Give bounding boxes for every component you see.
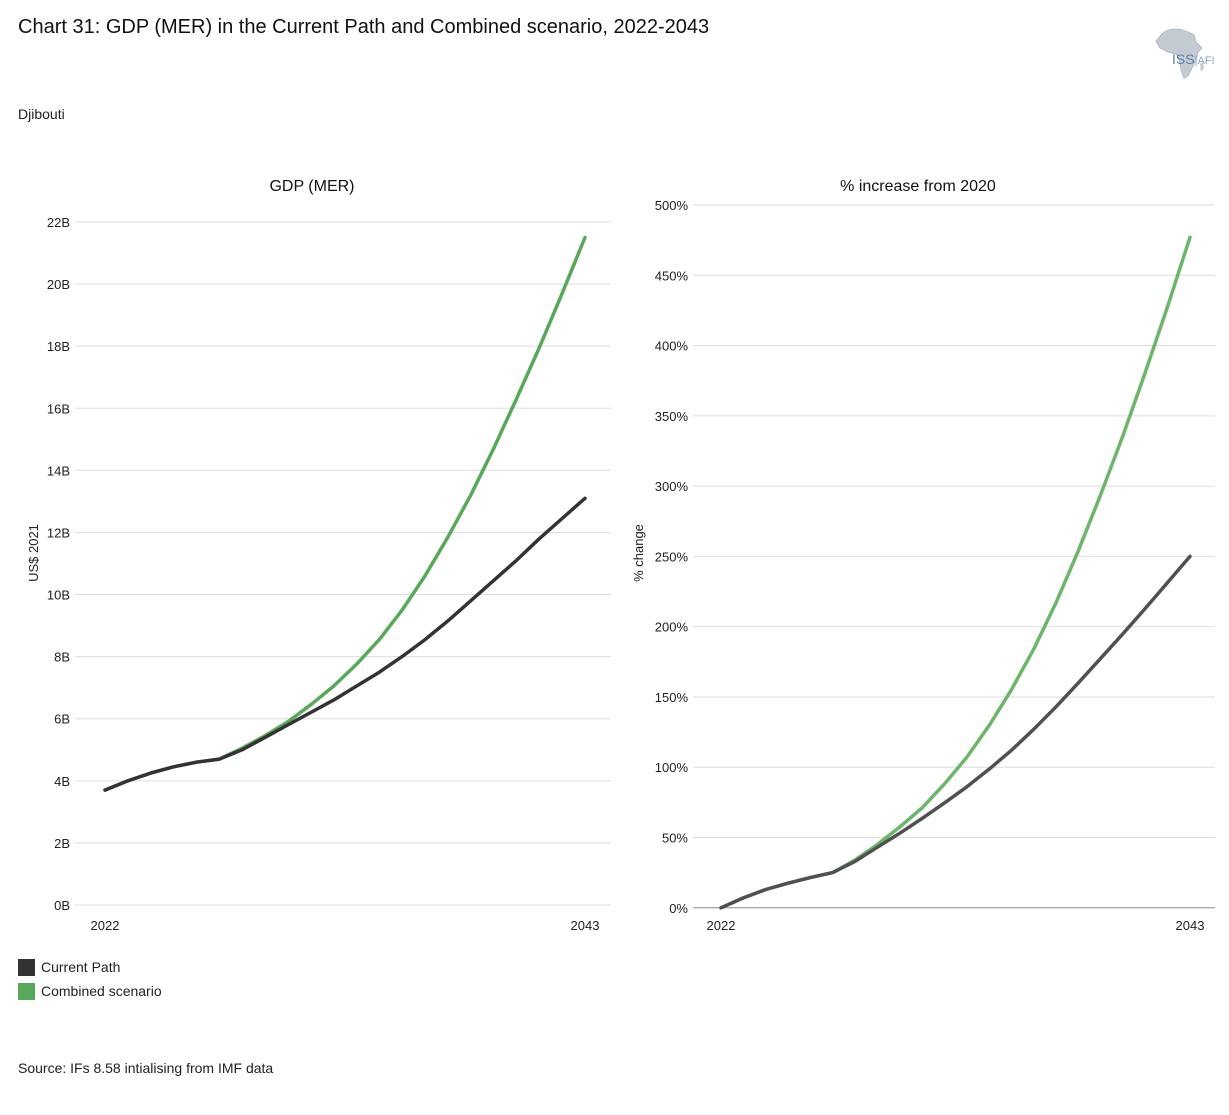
chart-gdp-y-tick-label: 0B <box>54 898 70 913</box>
africa-map-icon <box>1155 28 1204 79</box>
iss-afi-logo: ISS|AFI <box>1150 26 1220 82</box>
chart-pct-series-current-path <box>719 554 1192 910</box>
chart-pct-y-tick-label: 100% <box>655 760 689 775</box>
legend: Current Path Combined scenario <box>18 955 162 1003</box>
chart-pct-y-tick-label: 50% <box>662 831 688 846</box>
chart-pct-x-tick-label: 2043 <box>1176 918 1205 933</box>
logo-text: ISS|AFI <box>1172 51 1215 67</box>
country-label: Djibouti <box>18 106 65 122</box>
chart-pct-y-tick-label: 400% <box>655 339 689 354</box>
chart-gdp-y-tick-label: 22B <box>47 215 70 230</box>
chart-pct-y-tick-label: 200% <box>655 620 689 635</box>
logo-name: ISS <box>1172 51 1195 67</box>
chart-pct-y-tick-label: 500% <box>655 198 689 213</box>
chart-gdp-y-tick-label: 8B <box>54 650 70 665</box>
chart-pct-y-tick-label: 350% <box>655 409 689 424</box>
legend-item-current-path: Current Path <box>18 955 162 979</box>
chart-gdp-y-tick-label: 2B <box>54 836 70 851</box>
chart-gdp-series-combined-scenario <box>103 235 587 792</box>
chart-gdp-y-tick-label: 4B <box>54 774 70 789</box>
chart-gdp-y-tick-label: 6B <box>54 712 70 727</box>
chart-pct-y-tick-label: 300% <box>655 479 689 494</box>
chart-gdp-y-tick-label: 14B <box>47 463 70 478</box>
legend-swatch-combined-scenario <box>18 982 35 1000</box>
legend-label-combined-scenario: Combined scenario <box>41 983 162 999</box>
chart-title: Chart 31: GDP (MER) in the Current Path … <box>18 16 710 38</box>
chart-gdp-y-tick-label: 12B <box>47 525 70 540</box>
chart-gdp-y-tick-label: 10B <box>47 588 70 603</box>
chart-pct-y-tick-label: 0% <box>669 901 688 916</box>
legend-item-combined-scenario: Combined scenario <box>18 979 162 1003</box>
logo-suffix: |AFI <box>1194 55 1215 67</box>
chart-pct-y-tick-label: 150% <box>655 690 689 705</box>
chart-gdp-title: GDP (MER) <box>269 178 354 195</box>
chart-gdp-y-tick-label: 18B <box>47 339 70 354</box>
chart-gdp-series-current-path <box>103 496 587 792</box>
chart-pct-title: % increase from 2020 <box>840 178 996 195</box>
chart-pct-y-tick-label: 250% <box>655 549 689 564</box>
chart-pct-x-tick-label: 2022 <box>707 918 736 933</box>
chart-pct-y-tick-label: 450% <box>655 268 689 283</box>
legend-label-current-path: Current Path <box>41 959 121 975</box>
source-note: Source: IFs 8.58 intialising from IMF da… <box>18 1060 274 1076</box>
chart-gdp-y-tick-label: 16B <box>47 401 70 416</box>
legend-swatch-current-path <box>18 958 35 976</box>
chart-pct-y-axis-label: % change <box>631 524 646 582</box>
chart-gdp-x-tick-label: 2022 <box>91 918 120 933</box>
chart-pct-series-combined-scenario <box>719 235 1192 910</box>
chart-gdp-y-tick-label: 20B <box>47 277 70 292</box>
chart-gdp-x-tick-label: 2043 <box>571 918 600 933</box>
chart-gdp-y-axis-label: US$ 2021 <box>26 524 41 582</box>
